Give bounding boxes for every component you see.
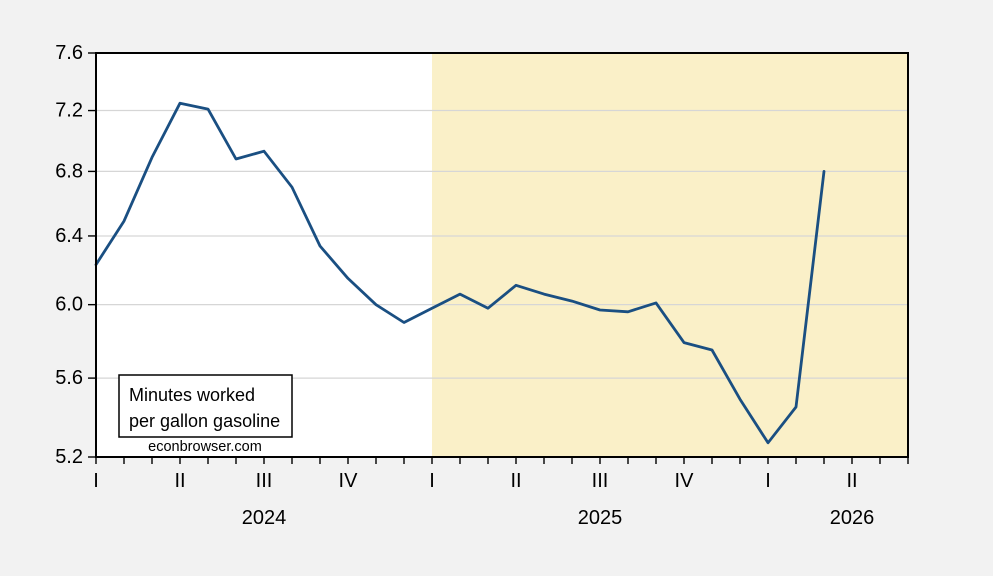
legend-box (118, 374, 293, 438)
data-line (94, 101, 826, 445)
plot-border (95, 52, 909, 458)
y-tick-label: 5.2 (55, 446, 83, 468)
quarter-tick-label: III (592, 470, 609, 492)
watermark-text: econbrowser.com (148, 439, 262, 455)
quarter-tick-label: I (429, 470, 435, 492)
quarter-tick-label: I (765, 470, 771, 492)
quarter-tick-label: II (510, 470, 521, 492)
y-tick-label: 7.2 (55, 100, 83, 122)
legend: Minutes worked per gallon gasoline econb… (118, 374, 293, 455)
quarter-tick-label: III (256, 470, 273, 492)
y-tick-label: 6.4 (55, 225, 83, 247)
y-tick-label: 5.6 (55, 367, 83, 389)
quarter-tick-label: I (93, 470, 99, 492)
year-label: 2026 (830, 507, 875, 529)
y-tick-label: 6.8 (55, 160, 83, 182)
year-label: 2025 (578, 507, 623, 529)
legend-text-line1: Minutes worked (129, 385, 255, 405)
legend-text-line2: per gallon gasoline (129, 411, 280, 431)
forecast-shade-region (432, 53, 908, 457)
y-tick-label: 6.0 (55, 294, 83, 316)
quarter-tick-label: II (174, 470, 185, 492)
quarter-tick-label: IV (675, 470, 695, 492)
y-tick-label: 7.6 (55, 42, 83, 64)
year-label: 2024 (242, 507, 287, 529)
quarter-tick-label: II (846, 470, 857, 492)
quarter-tick-label: IV (339, 470, 359, 492)
